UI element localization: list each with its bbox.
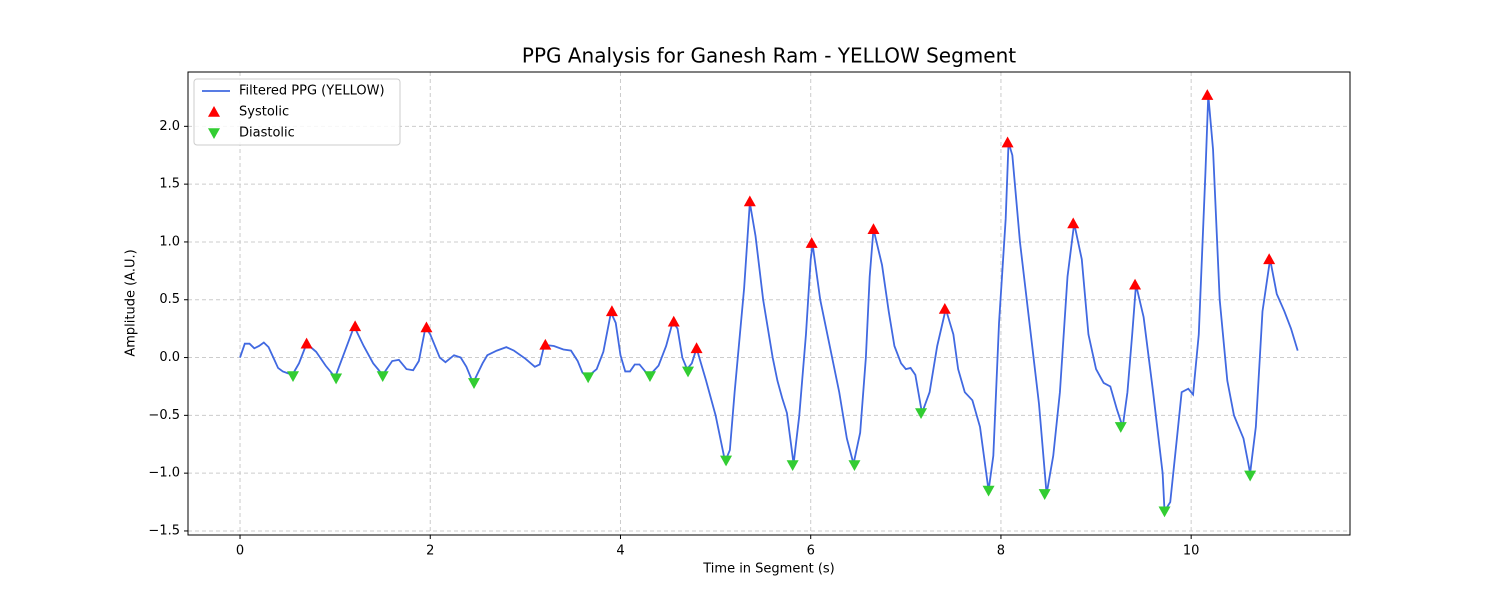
marker (300, 337, 313, 349)
marker (1263, 253, 1276, 265)
marker (982, 485, 995, 497)
y-tick-label: 1.0 (159, 234, 180, 249)
marker (867, 223, 880, 235)
marker (786, 460, 799, 472)
marker (643, 371, 656, 383)
marker (539, 338, 552, 350)
marker (420, 321, 433, 333)
marker (349, 320, 362, 332)
x-tick-label: 10 (1183, 544, 1200, 559)
marker (1244, 470, 1257, 482)
x-tick-label: 6 (807, 544, 815, 559)
legend-box (193, 78, 401, 146)
marker (1001, 136, 1014, 148)
y-tick-label: −1.5 (148, 523, 180, 538)
marker (582, 372, 595, 384)
marker (667, 315, 680, 327)
x-axis-label: Time in Segment (s) (702, 562, 834, 577)
marker (468, 378, 481, 389)
data-line (239, 95, 1299, 515)
marker (1201, 89, 1214, 100)
marker (720, 455, 733, 467)
marker (915, 408, 928, 420)
marker (1158, 506, 1171, 518)
marker (805, 237, 818, 248)
marker (287, 371, 300, 383)
marker (1114, 422, 1127, 433)
y-tick-label: −1.0 (148, 466, 180, 481)
marker (1067, 217, 1080, 229)
y-axis-label: Amplitude (A.U.) (124, 249, 139, 356)
x-tick-label: 0 (236, 544, 244, 559)
x-tick-label: 4 (616, 544, 624, 559)
legend-label: Diastolic (239, 126, 295, 141)
marker (848, 460, 861, 472)
marker (690, 342, 703, 354)
legend-label: Systolic (239, 105, 289, 120)
marker (1129, 278, 1142, 290)
legend-swatch (208, 106, 220, 117)
marker (605, 305, 618, 317)
plot-frame (187, 71, 1351, 536)
y-tick-label: 0.5 (159, 292, 180, 307)
marker (1038, 489, 1051, 500)
x-tick-label: 8 (997, 544, 1005, 559)
marker (376, 371, 389, 383)
legend-swatch (208, 128, 220, 139)
x-tick-label: 2 (426, 544, 434, 559)
marker (682, 366, 695, 378)
y-tick-label: 0.0 (159, 350, 180, 365)
y-tick-label: 1.5 (159, 177, 180, 192)
marker (330, 373, 343, 385)
y-tick-label: −0.5 (148, 408, 180, 423)
y-tick-label: 2.0 (159, 119, 180, 134)
marker (938, 302, 951, 314)
legend-label: Filtered PPG (YELLOW) (239, 84, 385, 99)
chart-title: PPG Analysis for Ganesh Ram - YELLOW Seg… (522, 44, 1016, 68)
marker (743, 195, 756, 207)
